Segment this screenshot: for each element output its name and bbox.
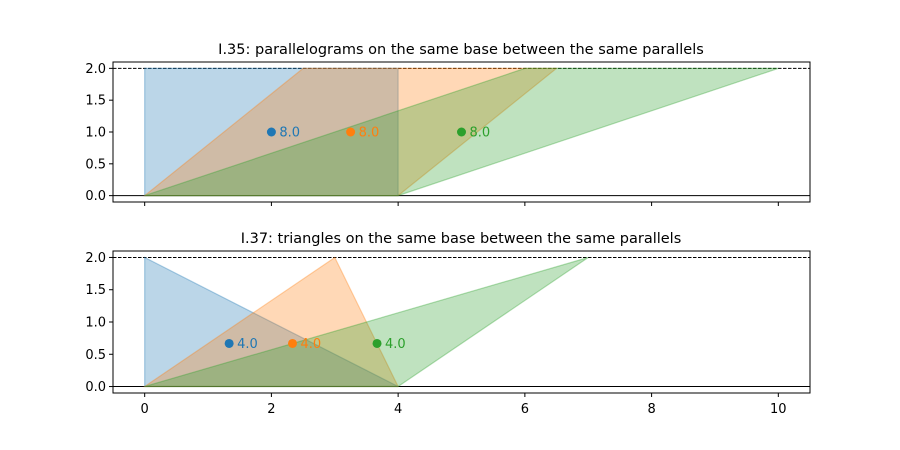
y-tick-label: 1.5 [85,94,106,109]
axes-frame [112,250,811,394]
y-tick-label: 2.0 [85,62,106,77]
x-tick-label: 0 [141,402,149,417]
x-tick-label: 10 [770,402,787,417]
centroid-marker [346,127,356,137]
shape-polygon [142,256,400,388]
x-tick-label: 4 [394,402,402,417]
area-label: 8.0 [279,126,300,141]
area-label: 8.0 [470,126,491,141]
y-tick-label: 0.0 [85,189,106,204]
centroid-marker [224,338,234,348]
shape-polygon [144,256,399,388]
y-tick-label: 1.0 [85,316,106,331]
y-tick-label: 0.5 [85,157,106,172]
shape-polygon [144,256,589,388]
x-tick-label: 8 [647,402,655,417]
area-label: 8.0 [359,126,380,141]
y-tick-label: 0.5 [85,348,106,363]
centroid-marker [288,338,298,348]
centroid-marker [372,338,382,348]
plot-area: 4.0 4.0 4.0 [113,256,810,388]
area-label: 4.0 [301,337,322,352]
plot-area: 8.0 8.0 8.0 [113,67,810,197]
y-axis-ticks: 0.0 0.5 1.0 1.5 2.0 [85,251,113,395]
y-tick-label: 0.0 [85,380,106,395]
axes-frame [112,61,811,203]
x-axis-ticks [144,202,779,206]
area-label: 4.0 [237,337,258,352]
centroid-marker [266,127,276,137]
x-tick-label: 6 [521,402,529,417]
x-tick-label: 2 [267,402,275,417]
x-axis-ticks: 0 2 4 6 8 10 [141,393,787,417]
y-tick-label: 1.0 [85,126,106,141]
area-label: 4.0 [385,337,406,352]
centroid-marker [457,127,466,137]
panel-triangles: I.37: triangles on the same base between… [85,231,811,417]
y-axis-ticks: 0.0 0.5 1.0 1.5 2.0 [85,62,113,204]
panel-title: I.37: triangles on the same base between… [241,231,682,247]
y-tick-label: 1.5 [85,283,106,298]
y-tick-label: 2.0 [85,251,106,266]
panel-parallelograms: I.35: parallelograms on the same base be… [85,42,811,206]
panel-title: I.35: parallelograms on the same base be… [218,42,704,58]
